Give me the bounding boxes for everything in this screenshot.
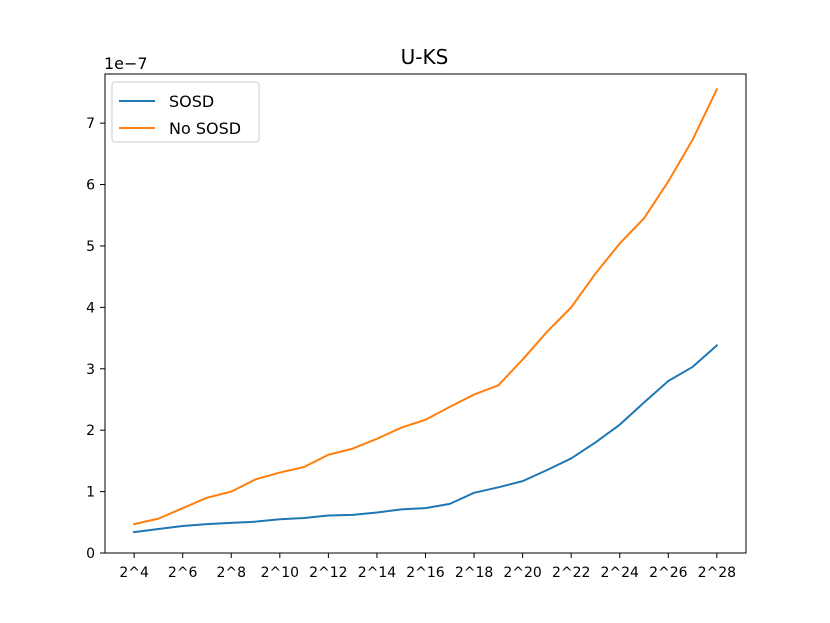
x-tick-label: 2^4	[119, 565, 149, 581]
y-tick-label: 0	[86, 546, 95, 562]
x-tick-label: 2^10	[261, 565, 299, 581]
y-tick-label: 3	[86, 362, 95, 378]
legend-label-2: No SOSD	[169, 119, 241, 138]
x-tick-label: 2^18	[455, 565, 493, 581]
x-tick-label: 2^14	[358, 565, 397, 581]
series-line-2	[132, 88, 719, 526]
chart-title: U-KS	[401, 45, 449, 69]
series-group	[132, 88, 719, 534]
series-line-1	[133, 344, 719, 534]
y-axis: 0 1 2 3 4 5 6 7	[86, 116, 105, 562]
legend-label-1: SOSD	[169, 92, 214, 111]
x-tick-label: 2^28	[698, 565, 736, 581]
x-tick-label: 2^8	[216, 565, 246, 581]
x-tick-label: 2^16	[406, 565, 445, 581]
x-axis: 2^4 2^6 2^8 2^10 2^12 2^14 2^16 2^18 2^20 2^22 2^2…	[119, 553, 736, 581]
y-axis-offset-label: 1e−7	[104, 54, 148, 73]
x-tick-label: 2^22	[552, 565, 590, 581]
y-tick-label: 4	[86, 300, 95, 316]
legend: SOSD No SOSD	[111, 81, 260, 143]
x-tick-label: 2^6	[168, 565, 198, 581]
x-tick-label: 2^12	[309, 565, 347, 581]
plot-frame	[104, 73, 747, 554]
x-tick-label: 2^26	[649, 565, 688, 581]
y-tick-label: 7	[86, 116, 95, 132]
y-tick-label: 6	[86, 178, 95, 194]
y-tick-label: 2	[86, 423, 95, 439]
x-tick-label: 2^24	[601, 565, 640, 581]
y-tick-label: 5	[86, 239, 95, 255]
x-tick-label: 2^20	[503, 565, 541, 581]
y-tick-label: 1	[86, 485, 95, 501]
